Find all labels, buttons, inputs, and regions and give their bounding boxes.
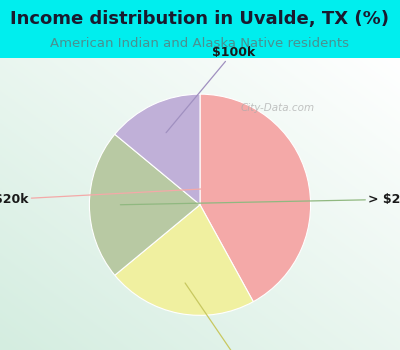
Text: City-Data.com: City-Data.com: [240, 103, 314, 113]
Wedge shape: [115, 94, 200, 205]
Wedge shape: [115, 205, 253, 315]
Text: $100k: $100k: [166, 46, 255, 133]
Wedge shape: [89, 134, 200, 275]
Wedge shape: [200, 94, 310, 302]
Text: $30k: $30k: [185, 283, 256, 350]
Text: > $200k: > $200k: [120, 193, 400, 206]
Text: Income distribution in Uvalde, TX (%): Income distribution in Uvalde, TX (%): [10, 10, 390, 28]
Text: American Indian and Alaska Native residents: American Indian and Alaska Native reside…: [50, 37, 350, 50]
Text: $20k: $20k: [0, 185, 277, 206]
